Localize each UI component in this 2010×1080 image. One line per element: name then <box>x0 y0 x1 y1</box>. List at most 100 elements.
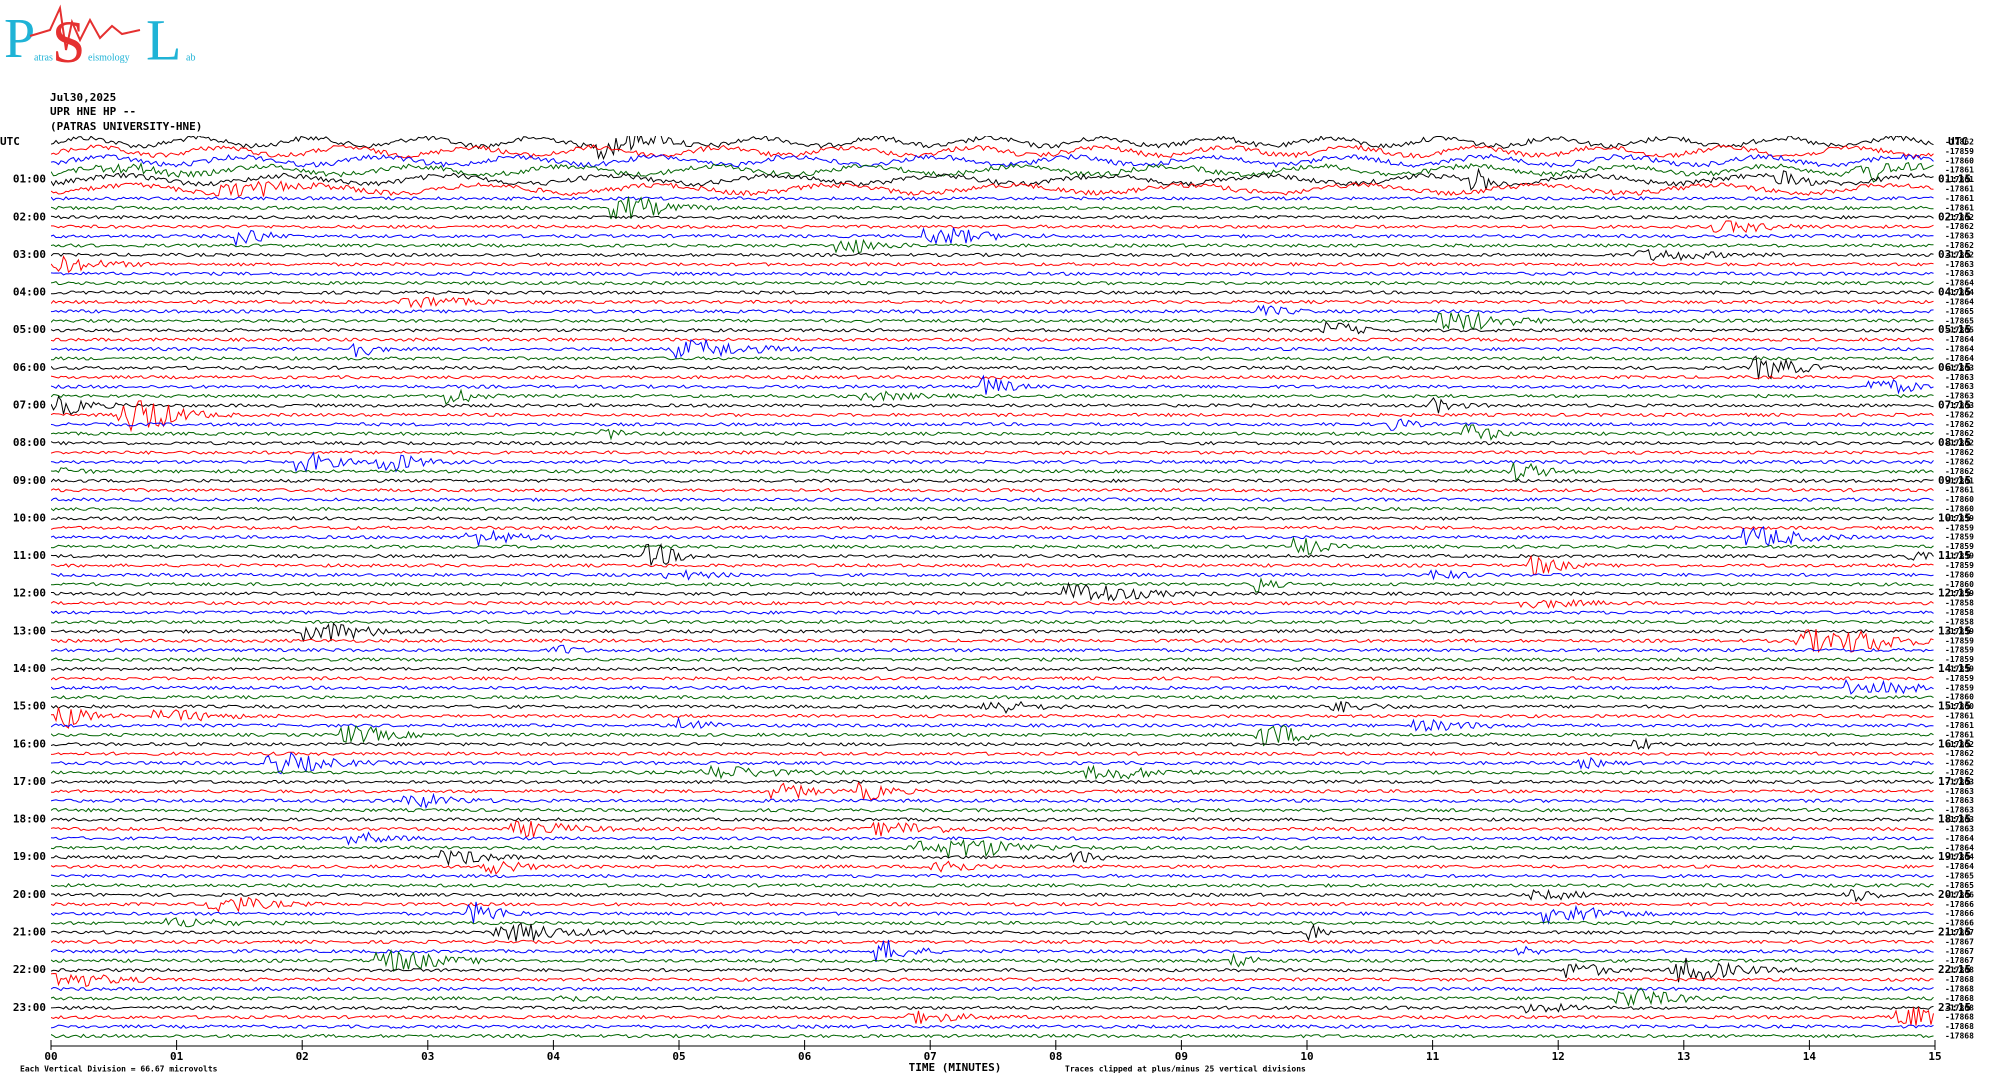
hour-label: 04:15 <box>1938 286 1971 299</box>
trace <box>51 214 1934 220</box>
trace <box>51 388 1934 405</box>
trace <box>51 888 1934 903</box>
hour-label: 13:15 <box>1938 624 1971 637</box>
trace-offset: -17860 <box>1945 693 1974 702</box>
logo-word: atras <box>34 52 53 63</box>
hour-label: 10:15 <box>1938 511 1971 524</box>
x-tick-label: 06 <box>798 1050 812 1063</box>
trace <box>51 525 1934 531</box>
trace <box>51 487 1934 493</box>
hour-label: 01:15 <box>1938 173 1971 186</box>
trace <box>51 450 1934 455</box>
hour-label: 12:15 <box>1938 587 1971 600</box>
hour-label: 21:00 <box>13 925 46 938</box>
hour-label: 22:15 <box>1938 963 1971 976</box>
trace <box>51 161 1934 183</box>
hour-label: 19:15 <box>1938 850 1971 863</box>
trace-offset: -17859 <box>1945 514 1974 523</box>
trace <box>51 676 1934 681</box>
trace-offset: -17860 <box>1945 505 1974 514</box>
trace-offset: -17868 <box>1945 975 1974 984</box>
trace <box>51 451 1934 474</box>
trace-offset: -17859 <box>1945 664 1974 673</box>
trace-offset: -17862 <box>1945 749 1974 758</box>
trace-offset: -17866 <box>1945 900 1974 909</box>
hour-label: 08:00 <box>13 436 46 449</box>
header-line: (PATRAS UNIVERSITY-HNE) <box>50 120 202 133</box>
logo-word: eismology <box>88 52 130 63</box>
trace <box>51 220 1934 234</box>
trace-offset: -17863 <box>1945 815 1974 824</box>
trace-offset: -17862 <box>1945 213 1974 222</box>
trace-offset: -17861 <box>1945 203 1974 212</box>
traces <box>51 136 1934 1039</box>
x-tick-label: 00 <box>44 1050 57 1063</box>
trace-offset: -17862 <box>1945 759 1974 768</box>
trace <box>51 987 1934 1008</box>
hour-label: 03:15 <box>1938 248 1971 261</box>
trace <box>51 807 1934 813</box>
hour-label: 22:00 <box>13 963 46 976</box>
header-line: Jul30,2025 <box>50 91 116 104</box>
trace <box>51 724 1934 747</box>
trace <box>51 779 1934 785</box>
trace <box>51 418 1934 431</box>
trace-offset: -17862 <box>1945 457 1974 466</box>
utc-label: UTC <box>1948 135 1968 148</box>
trace <box>51 554 1934 576</box>
hour-label: 09:15 <box>1938 474 1971 487</box>
trace-offset: -17862 <box>1945 138 1974 147</box>
trace-offset: -17864 <box>1945 843 1974 852</box>
hour-label: 06:15 <box>1938 361 1971 374</box>
trace <box>51 1007 1934 1026</box>
trace-offset: -17861 <box>1945 166 1974 175</box>
trace-offset: -17864 <box>1945 288 1974 297</box>
hour-label: 11:00 <box>13 549 46 562</box>
trace-offset: -17868 <box>1945 1013 1974 1022</box>
trace-offset: -17862 <box>1945 439 1974 448</box>
trace <box>51 700 1934 715</box>
hour-label: 03:00 <box>13 248 46 261</box>
trace <box>51 255 1934 274</box>
trace-offset: -17868 <box>1945 966 1974 975</box>
trace <box>51 883 1934 888</box>
hour-label: 18:00 <box>13 813 46 826</box>
trace <box>51 355 1934 380</box>
trace-offset: -17863 <box>1945 401 1974 410</box>
hour-label: 15:00 <box>13 700 46 713</box>
trace <box>51 644 1934 654</box>
trace-offset: -17859 <box>1945 552 1974 561</box>
hour-label: 23:15 <box>1938 1001 1971 1014</box>
trace <box>51 628 1934 653</box>
logo-wave <box>29 4 141 51</box>
trace <box>51 838 1934 858</box>
trace-offset: -17868 <box>1945 1022 1974 1031</box>
trace-offset: -17858 <box>1945 617 1974 626</box>
trace-offset: -17863 <box>1945 382 1974 391</box>
trace <box>51 716 1934 732</box>
trace-offset: -17859 <box>1945 627 1974 636</box>
trace-offset: -17862 <box>1945 768 1974 777</box>
trace-offset: -17866 <box>1945 919 1974 928</box>
trace-offset: -17866 <box>1945 909 1974 918</box>
trace-offset: -17859 <box>1945 561 1974 570</box>
trace <box>51 238 1934 254</box>
trace-offset: -17863 <box>1945 373 1974 382</box>
utc-label: UTC <box>0 135 20 148</box>
hour-label: 14:00 <box>13 662 46 675</box>
hour-label: 02:00 <box>13 210 46 223</box>
trace <box>51 536 1934 555</box>
trace <box>51 271 1934 277</box>
trace <box>51 817 1934 822</box>
trace-offset: -17860 <box>1945 156 1974 165</box>
hour-label: 07:15 <box>1938 398 1971 411</box>
trace-offset: -17859 <box>1945 674 1974 683</box>
trace <box>51 153 1934 168</box>
trace-offset: -17860 <box>1945 570 1974 579</box>
x-tick-label: 14 <box>1803 1050 1817 1063</box>
trace <box>51 526 1934 547</box>
trace <box>51 310 1934 331</box>
trace <box>51 1002 1934 1014</box>
trace <box>51 737 1934 750</box>
